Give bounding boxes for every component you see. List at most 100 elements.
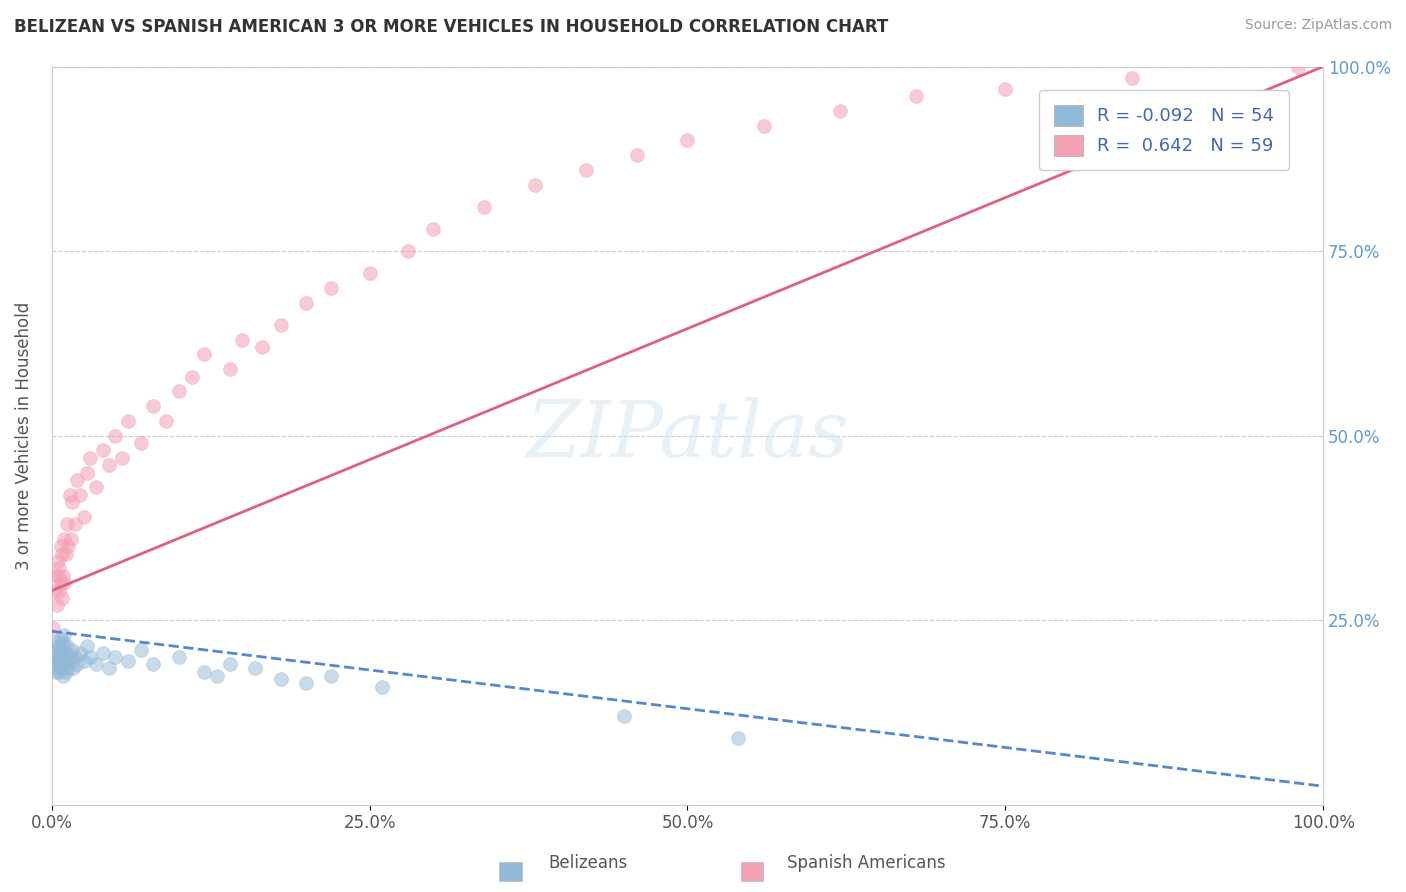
Point <box>270 318 292 332</box>
Point <box>72 509 94 524</box>
Point <box>45 599 67 613</box>
Text: BELIZEAN VS SPANISH AMERICAN 3 OR MORE VEHICLES IN HOUSEHOLD CORRELATION CHART: BELIZEAN VS SPANISH AMERICAN 3 OR MORE V… <box>14 18 889 36</box>
Point <box>613 709 636 723</box>
Point <box>167 384 190 399</box>
Point <box>91 646 114 660</box>
Point <box>63 517 86 532</box>
Y-axis label: 3 or more Vehicles in Household: 3 or more Vehicles in Household <box>15 301 32 570</box>
Point <box>250 340 273 354</box>
Point <box>626 148 648 162</box>
Point <box>422 222 444 236</box>
Point <box>104 650 127 665</box>
Point <box>66 473 89 487</box>
Point <box>84 480 107 494</box>
Point <box>231 333 253 347</box>
Point <box>97 458 120 472</box>
Point <box>76 639 98 653</box>
Text: Belizeans: Belizeans <box>548 855 627 872</box>
Point <box>270 672 292 686</box>
Point <box>727 731 749 746</box>
Point <box>218 657 240 672</box>
Point <box>46 569 69 583</box>
Point <box>97 661 120 675</box>
Point <box>55 646 77 660</box>
Point <box>58 540 80 554</box>
Point <box>91 443 114 458</box>
Point <box>46 554 69 568</box>
Point <box>193 347 215 361</box>
Point <box>1121 70 1143 85</box>
Point <box>69 488 91 502</box>
Point <box>359 266 381 280</box>
Point <box>42 654 65 668</box>
Point <box>45 569 67 583</box>
Point <box>44 583 66 598</box>
Point <box>55 547 77 561</box>
Point <box>52 650 75 665</box>
Point <box>44 661 66 675</box>
Point <box>180 369 202 384</box>
Point <box>63 650 86 665</box>
Point <box>218 362 240 376</box>
Point <box>42 621 65 635</box>
Point <box>56 654 79 668</box>
Point <box>905 89 928 103</box>
Point <box>575 163 598 178</box>
Text: Spanish Americans: Spanish Americans <box>787 855 946 872</box>
Point <box>49 632 72 646</box>
Point <box>56 517 79 532</box>
Point <box>48 583 70 598</box>
Point <box>676 133 699 147</box>
Point <box>48 646 70 660</box>
Point <box>142 399 165 413</box>
Point <box>52 668 75 682</box>
Point <box>76 466 98 480</box>
Point <box>523 178 546 192</box>
Point <box>752 119 775 133</box>
Point <box>104 428 127 442</box>
Point <box>55 665 77 679</box>
Point <box>53 532 76 546</box>
Point <box>396 244 419 259</box>
Text: Source: ZipAtlas.com: Source: ZipAtlas.com <box>1244 18 1392 32</box>
Point <box>53 576 76 591</box>
Legend: R = -0.092   N = 54, R =  0.642   N = 59: R = -0.092 N = 54, R = 0.642 N = 59 <box>1039 90 1289 170</box>
Text: ZIPatlas: ZIPatlas <box>526 398 849 474</box>
Point <box>58 650 80 665</box>
Point <box>155 414 177 428</box>
Point <box>45 650 67 665</box>
Point <box>828 103 851 118</box>
Point <box>48 561 70 575</box>
Point <box>295 676 318 690</box>
Point <box>51 591 73 605</box>
Point <box>321 668 343 682</box>
Point <box>58 488 80 502</box>
Point <box>48 665 70 679</box>
Point <box>45 654 67 668</box>
Point <box>51 642 73 657</box>
Point <box>66 657 89 672</box>
Point <box>142 657 165 672</box>
Point <box>69 646 91 660</box>
Point <box>117 654 139 668</box>
Point <box>79 650 101 665</box>
Point <box>243 661 266 675</box>
Point <box>62 661 84 675</box>
Point <box>45 665 67 679</box>
Point <box>1286 60 1309 74</box>
Point <box>295 295 318 310</box>
Point <box>51 635 73 649</box>
Point <box>129 436 152 450</box>
Point <box>44 642 66 657</box>
Point <box>371 680 394 694</box>
Point <box>129 642 152 657</box>
Point <box>51 547 73 561</box>
Point <box>321 281 343 295</box>
Point <box>79 450 101 465</box>
Point <box>49 576 72 591</box>
Point <box>84 657 107 672</box>
Point <box>72 654 94 668</box>
Point <box>205 668 228 682</box>
Point <box>111 450 134 465</box>
Point <box>117 414 139 428</box>
